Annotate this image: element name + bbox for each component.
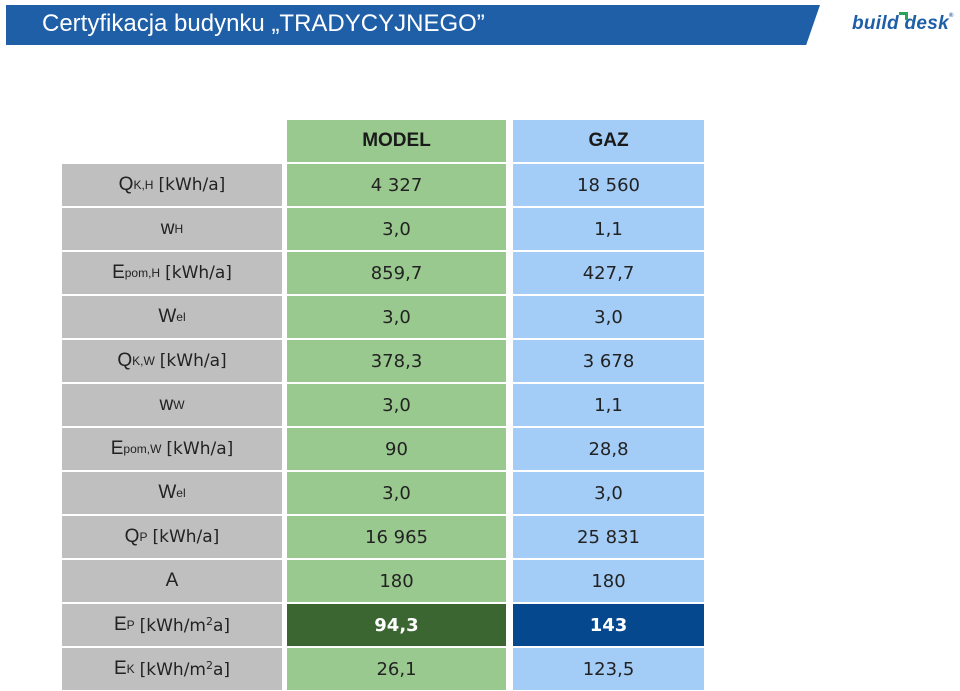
unit-superscript: 2 (206, 614, 213, 628)
model-value: 180 (287, 560, 506, 602)
row-label: Q K,W [kWh/a] (62, 340, 282, 382)
row-subscript: el (176, 486, 186, 500)
row-symbol: E (112, 262, 125, 283)
unit-tail: a] (213, 659, 231, 680)
row-label: E P [kWh/m2a] (62, 604, 282, 646)
row-symbol: w (160, 218, 175, 239)
row-label: A (62, 560, 282, 602)
header: Certyfikacja budynku „TRADYCYJNEGO” buil… (0, 0, 960, 47)
unit-text: [kWh/m (139, 615, 206, 636)
row-subscript: P (139, 530, 148, 544)
row-subscript: el (176, 310, 186, 324)
model-value: 4 327 (287, 164, 506, 206)
row-unit: [kWh/a] (158, 175, 225, 195)
row-symbol: w (159, 394, 174, 415)
title-bar (6, 5, 820, 45)
row-subscript: pom,W (123, 442, 162, 456)
row-subscript: P (126, 618, 135, 632)
row-symbol: E (113, 614, 127, 635)
column-header-gaz: GAZ (513, 120, 704, 162)
gaz-value: 18 560 (513, 164, 704, 206)
gaz-value: 143 (513, 604, 704, 646)
gaz-value: 28,8 (513, 428, 704, 470)
model-value: 3,0 (287, 472, 506, 514)
row-symbol: W (158, 306, 177, 327)
row-unit: [kWh/a] (160, 351, 227, 371)
model-value: 90 (287, 428, 506, 470)
gaz-value: 3 678 (513, 340, 704, 382)
model-value: 3,0 (287, 296, 506, 338)
gaz-value: 1,1 (513, 208, 704, 250)
page-title: Certyfikacja budynku „TRADYCYJNEGO” (42, 10, 485, 37)
row-symbol: Q (117, 350, 133, 371)
logo-registered-mark: ® (948, 13, 954, 19)
row-label: Q P [kWh/a] (62, 516, 282, 558)
row-symbol: Q (124, 526, 140, 547)
row-subscript: K (126, 662, 135, 676)
model-value: 378,3 (287, 340, 506, 382)
row-unit: [kWh/a] (152, 527, 219, 547)
model-value: 94,3 (287, 604, 506, 646)
row-symbol: E (113, 658, 127, 679)
row-subscript: W (173, 398, 185, 412)
row-label: Q K,H [kWh/a] (62, 164, 282, 206)
row-subscript: H (174, 222, 184, 236)
row-subscript: K,H (133, 178, 154, 192)
unit-superscript: 2 (206, 658, 213, 672)
row-unit: [kWh/a] (165, 263, 232, 283)
gaz-value: 3,0 (513, 296, 704, 338)
model-value: 3,0 (287, 384, 506, 426)
column-header-model: MODEL (287, 120, 506, 162)
unit-tail: a] (213, 615, 231, 636)
row-unit: [kWh/m2a] (140, 659, 230, 680)
unit-text: [kWh/a] (165, 263, 232, 283)
gaz-value: 123,5 (513, 648, 704, 690)
builddesk-logo: build desk® (852, 13, 954, 35)
logo-text: build desk (852, 13, 949, 34)
model-value: 859,7 (287, 252, 506, 294)
gaz-value: 25 831 (513, 516, 704, 558)
unit-text: [kWh/a] (158, 175, 226, 195)
gaz-value: 427,7 (513, 252, 704, 294)
unit-text: [kWh/a] (152, 527, 220, 547)
unit-text: [kWh/m (139, 659, 206, 680)
row-unit: [kWh/a] (166, 439, 233, 459)
logo-mark-icon (899, 12, 908, 20)
gaz-value: 1,1 (513, 384, 704, 426)
row-unit: [kWh/m2a] (140, 615, 230, 636)
gaz-value: 180 (513, 560, 704, 602)
row-symbol: W (158, 482, 177, 503)
gaz-value: 3,0 (513, 472, 704, 514)
row-label: E K [kWh/m2a] (62, 648, 282, 690)
row-symbol: A (165, 570, 179, 591)
unit-text: [kWh/a] (166, 439, 234, 459)
row-subscript: pom,H (124, 266, 161, 280)
row-symbol: Q (118, 174, 134, 195)
model-value: 26,1 (287, 648, 506, 690)
model-value: 16 965 (287, 516, 506, 558)
unit-text: [kWh/a] (159, 351, 227, 371)
row-symbol: E (110, 438, 124, 459)
row-subscript: K,W (132, 354, 155, 368)
model-value: 3,0 (287, 208, 506, 250)
